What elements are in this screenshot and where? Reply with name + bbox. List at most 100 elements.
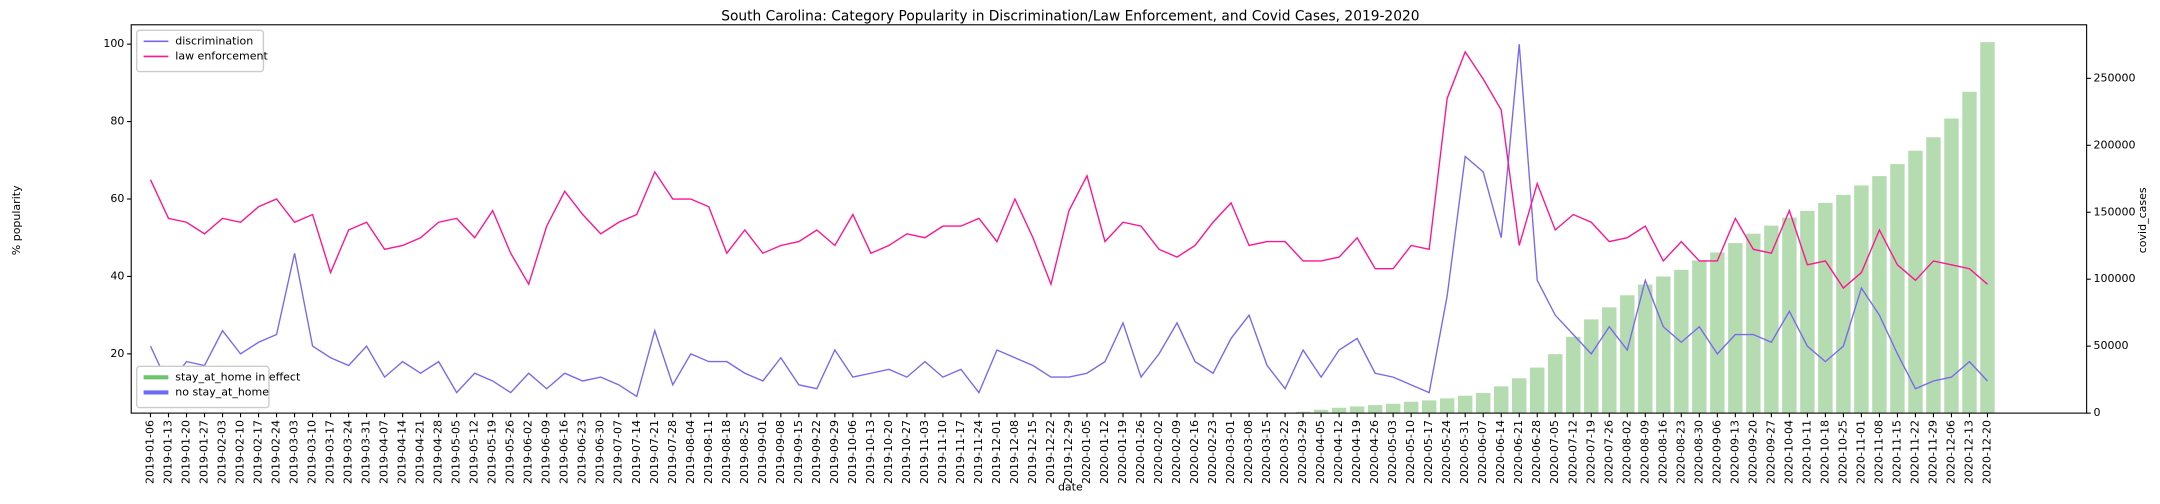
x-tick-label: 2019-07-14 (630, 420, 643, 484)
x-tick-label: 2020-06-14 (1494, 420, 1507, 484)
x-tick-label: 2019-03-24 (342, 420, 355, 484)
x-tick-label: 2019-06-30 (594, 420, 607, 484)
x-tick-label: 2020-07-05 (1548, 420, 1561, 484)
bar (1620, 295, 1635, 414)
x-tick-label: 2020-11-29 (1926, 420, 1939, 484)
x-tick-label: 2019-04-07 (378, 420, 391, 484)
x-tick-label: 2020-10-18 (1818, 420, 1831, 484)
x-tick-label: 2020-08-02 (1620, 420, 1633, 484)
legend-label: discrimination (175, 34, 253, 47)
x-tick-label: 2019-05-12 (468, 420, 481, 484)
bar (1602, 307, 1617, 414)
y-tick-label: 60 (110, 192, 124, 205)
x-tick-label: 2020-01-19 (1116, 420, 1129, 484)
x-tick-label: 2020-03-08 (1242, 420, 1255, 484)
bar (1908, 150, 1923, 414)
legend-label: no stay_at_home (175, 385, 269, 398)
line (149, 44, 1988, 398)
x-tick-label: 2019-12-01 (990, 420, 1003, 484)
x-tick-label: 2019-11-24 (972, 420, 985, 484)
x-tick-label: 2020-11-15 (1890, 420, 1903, 484)
x-tick-label: 2019-09-29 (828, 420, 841, 484)
x-tick-label: 2019-08-04 (684, 420, 697, 484)
x-tick-label: 2020-04-12 (1332, 420, 1345, 484)
x-tick-label: 2019-03-17 (324, 420, 337, 484)
bar (1548, 354, 1563, 414)
bar (1692, 260, 1707, 414)
x-tick-label: 2019-05-26 (504, 420, 517, 484)
x-tick-label: 2019-07-28 (666, 420, 679, 484)
x-tick-label: 2020-10-11 (1800, 420, 1813, 484)
x-tick-label: 2019-08-18 (720, 420, 733, 484)
y2-tick-label: 200000 (2094, 138, 2136, 151)
x-tick-label: 2019-01-20 (180, 420, 193, 484)
x-tick-label: 2019-04-21 (414, 420, 427, 484)
x-tick-label: 2019-11-10 (936, 420, 949, 484)
x-tick-label: 2020-04-26 (1368, 420, 1381, 484)
x-tick-label: 2019-12-22 (1044, 420, 1057, 484)
x-tick-label: 2019-01-06 (143, 420, 156, 484)
y2-tick-label: 250000 (2094, 71, 2136, 84)
x-tick-label: 2019-10-13 (864, 420, 877, 484)
x-tick-label: 2019-03-10 (306, 420, 319, 484)
x-tick-label: 2020-05-17 (1422, 420, 1435, 484)
bar (1385, 403, 1401, 414)
x-tick-label: 2020-11-08 (1872, 420, 1885, 484)
x-tick-label: 2019-09-08 (774, 420, 787, 484)
x-tick-label: 2019-05-19 (486, 420, 499, 484)
x-tick-label: 2019-07-21 (648, 420, 661, 484)
bar (1836, 194, 1851, 414)
x-tick-label: 2019-09-22 (810, 420, 823, 484)
x-tick-label: 2019-05-05 (450, 420, 463, 484)
x-tick-label: 2019-02-03 (216, 420, 229, 484)
x-tick-label: 2020-06-07 (1476, 420, 1489, 484)
bar (1566, 336, 1581, 414)
x-tick-label: 2020-09-20 (1746, 420, 1759, 484)
x-tick-label: 2020-06-28 (1530, 420, 1543, 484)
bar (1710, 252, 1725, 414)
legend-box (136, 365, 270, 409)
x-tick-label: 2020-10-04 (1782, 420, 1795, 484)
x-tick-label: 2019-10-06 (846, 420, 859, 484)
bar (1638, 284, 1653, 414)
x-tick-label: 2019-06-16 (558, 420, 571, 484)
bar (1403, 401, 1419, 414)
x-tick-label: 2019-11-17 (954, 420, 967, 484)
bar (1746, 233, 1761, 414)
x-tick-label: 2020-05-03 (1386, 420, 1399, 484)
x-tick-label: 2019-01-13 (162, 420, 175, 484)
x-tick-label: 2020-01-26 (1134, 420, 1147, 484)
bar (1656, 276, 1671, 414)
x-tick-label: 2020-08-30 (1692, 420, 1705, 484)
bar (1421, 400, 1437, 414)
x-tick-label: 2020-11-01 (1854, 420, 1867, 484)
bar (1295, 411, 1311, 414)
bar (1313, 409, 1329, 414)
legend-label: law enforcement (175, 49, 268, 62)
x-tick-label: 2020-07-19 (1584, 420, 1597, 484)
x-tick-label: 2020-02-16 (1188, 420, 1201, 484)
bar (1349, 406, 1365, 414)
bar (1890, 164, 1905, 414)
x-tick-label: 2020-05-10 (1404, 420, 1417, 484)
bar (1457, 395, 1473, 414)
y2-tick-label: 100000 (2094, 272, 2136, 285)
x-tick-label: 2019-07-07 (612, 420, 625, 484)
x-tick-label: 2020-07-26 (1602, 420, 1615, 484)
x-tick-label: 2019-02-24 (270, 420, 283, 484)
plot-frame (130, 24, 2088, 414)
x-tick-label: 2020-02-02 (1152, 420, 1165, 484)
y-tick-label: 80 (110, 115, 124, 128)
x-tick-label: 2020-04-05 (1314, 420, 1327, 484)
x-tick-label: 2020-08-23 (1674, 420, 1687, 484)
x-tick-label: 2019-12-08 (1008, 420, 1021, 484)
bar (1962, 91, 1977, 414)
x-tick-label: 2019-01-27 (198, 420, 211, 484)
x-tick-label: 2019-04-28 (432, 420, 445, 484)
y-tick-label: 20 (110, 347, 124, 360)
bar (1764, 225, 1779, 414)
x-tick-label: 2019-12-15 (1026, 420, 1039, 484)
x-tick-label: 2019-08-11 (702, 420, 715, 484)
